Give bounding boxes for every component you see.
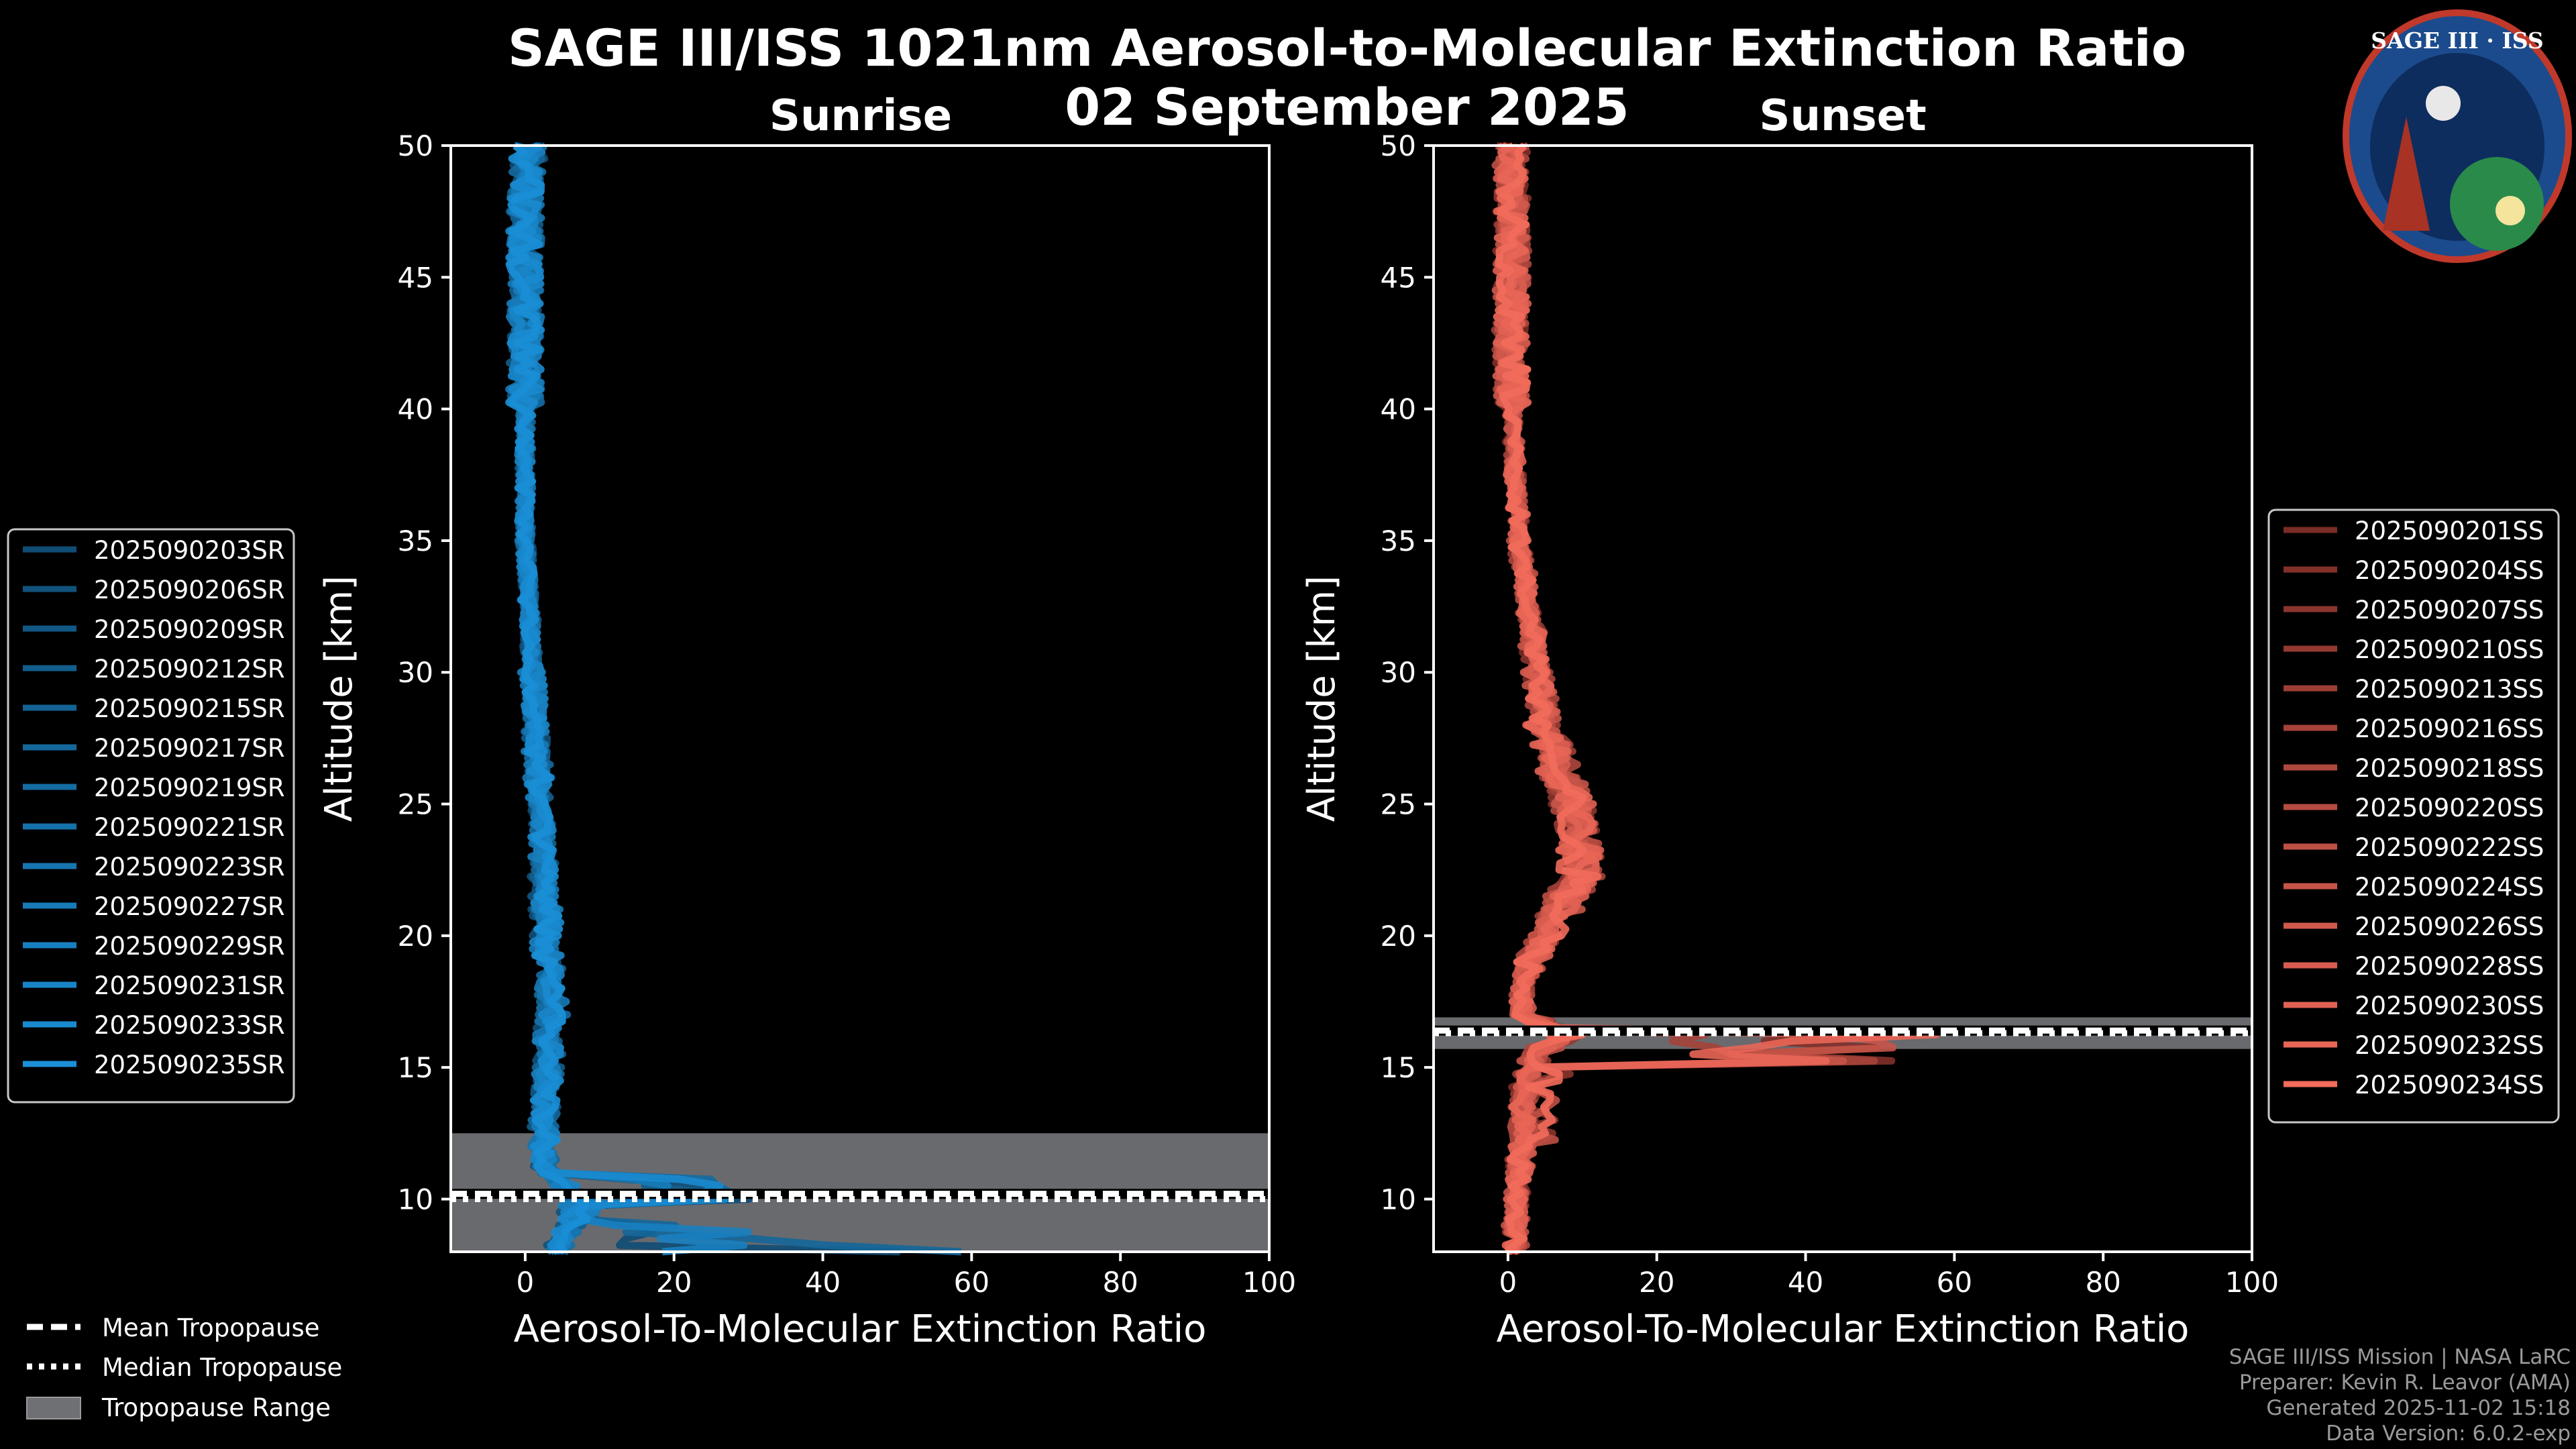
x-axis-label: Aerosol-To-Molecular Extinction Ratio [1497, 1307, 2190, 1351]
y-tick-label: 20 [1381, 920, 1416, 953]
badge-title: SAGE III · ISS [2371, 28, 2543, 54]
profile-line-2025090203SR [506, 144, 900, 1256]
legend-label-2025090227SR: 2025090227SR [94, 892, 285, 921]
legend-box [2267, 508, 2560, 1124]
legend-label-2025090221SR: 2025090221SR [94, 813, 285, 842]
y-tick-label: 50 [398, 129, 433, 162]
legend-label-2025090207SS: 2025090207SS [2355, 596, 2544, 625]
y-tick-label: 20 [398, 920, 433, 953]
legend-label-2025090210SS: 2025090210SS [2355, 635, 2544, 664]
badge-sun-icon [2496, 196, 2525, 225]
y-tick-label: 40 [1381, 393, 1416, 426]
axes-frame [449, 144, 1271, 1253]
median-tropopause-label: Median Tropopause [102, 1353, 342, 1382]
legend-label-2025090218SS: 2025090218SS [2355, 754, 2544, 783]
legend-label-2025090224SS: 2025090224SS [2355, 873, 2544, 902]
profile-line-2025090234SS [1495, 143, 1602, 1255]
sunrise-legend: 2025090203SR 2025090206SR 2025090209SR 2025… [7, 528, 295, 1104]
legend-label-2025090226SS: 2025090226SS [2355, 912, 2544, 941]
x-axis-label: Aerosol-To-Molecular Extinction Ratio [514, 1307, 1207, 1351]
y-tick-label: 10 [398, 1183, 433, 1216]
credit-line: Data Version: 6.0.2-exp [2326, 1421, 2571, 1446]
sunrise-title: Sunrise [769, 91, 952, 141]
tropopause-range-swatch [26, 1397, 81, 1419]
y-tick-label: 30 [1381, 656, 1416, 689]
x-tick-label: 80 [2085, 1266, 2121, 1299]
x-tick-label: 20 [656, 1266, 692, 1299]
axes-frame [1432, 144, 2253, 1253]
legend-label-2025090216SS: 2025090216SS [2355, 714, 2544, 743]
x-tick-label: 100 [1242, 1266, 1296, 1299]
legend-label-2025090203SR: 2025090203SR [94, 536, 285, 565]
y-tick-label: 15 [1381, 1051, 1416, 1084]
x-tick-label: 100 [2225, 1266, 2279, 1299]
legend-label-2025090217SR: 2025090217SR [94, 734, 285, 763]
y-tick-label: 35 [398, 525, 433, 557]
y-tick-label: 25 [1381, 788, 1416, 821]
legend-label-2025090213SS: 2025090213SS [2355, 675, 2544, 704]
credit-line: SAGE III/ISS Mission | NASA LaRC [2229, 1345, 2571, 1369]
legend-label-2025090232SS: 2025090232SS [2355, 1031, 2544, 1060]
legend-label-2025090230SS: 2025090230SS [2355, 991, 2544, 1020]
legend-label-2025090223SR: 2025090223SR [94, 853, 285, 881]
y-tick-label: 30 [398, 656, 433, 689]
legend-label-2025090231SR: 2025090231SR [94, 971, 285, 1000]
tropopause-legend: Mean Tropopause Median Tropopause Tropop… [26, 1313, 342, 1422]
x-tick-label: 40 [1788, 1266, 1823, 1299]
y-tick-label: 50 [1381, 129, 1416, 162]
credit-line: Preparer: Kevin R. Leavor (AMA) [2239, 1371, 2571, 1395]
legend-label-2025090235SR: 2025090235SR [94, 1051, 285, 1079]
x-tick-label: 60 [954, 1266, 989, 1299]
y-tick-label: 40 [398, 393, 433, 426]
badge-moon-icon [2426, 86, 2461, 121]
sunset-legend: 2025090201SS 2025090204SS 2025090207SS 2025… [2267, 508, 2560, 1124]
profile-line-2025090235SR [505, 142, 591, 1254]
legend-box [7, 528, 295, 1104]
y-tick-label: 35 [1381, 525, 1416, 557]
sunrise-plot: 0 20 40 60 80 100 10 15 20 25 30 35 40 45 50 Aerosol-To… [317, 129, 1296, 1351]
legend-label-2025090212SR: 2025090212SR [94, 655, 285, 684]
sunset-title: Sunset [1759, 91, 1926, 141]
legend-label-2025090233SR: 2025090233SR [94, 1011, 285, 1040]
tropopause-range-label: Tropopause Range [101, 1393, 331, 1422]
y-tick-label: 45 [1381, 261, 1416, 294]
figure-title: SAGE III/ISS 1021nm Aerosol-to-Molecular… [508, 18, 2186, 78]
y-tick-label: 45 [398, 261, 433, 294]
y-tick-label: 15 [398, 1051, 433, 1084]
y-tick-label: 25 [398, 788, 433, 821]
y-axis-label: Altitude [km] [317, 576, 361, 822]
legend-label-2025090215SR: 2025090215SR [94, 694, 285, 723]
legend-label-2025090206SR: 2025090206SR [94, 576, 285, 604]
legend-label-2025090234SS: 2025090234SS [2355, 1071, 2544, 1099]
x-tick-label: 40 [805, 1266, 841, 1299]
x-tick-label: 0 [1499, 1266, 1517, 1299]
x-tick-label: 60 [1937, 1266, 1972, 1299]
profile-line-2025090232SS [1493, 142, 1940, 1255]
sage-mission-badge: SAGE III · ISS [2343, 9, 2572, 263]
legend-label-2025090229SR: 2025090229SR [94, 932, 285, 961]
legend-label-2025090222SS: 2025090222SS [2355, 833, 2544, 862]
y-tick-label: 10 [1381, 1183, 1416, 1216]
mean-tropopause-label: Mean Tropopause [102, 1313, 320, 1342]
credits: SAGE III/ISS Mission | NASA LaRC Prepare… [2229, 1344, 2571, 1446]
x-tick-label: 20 [1639, 1266, 1674, 1299]
legend-label-2025090209SR: 2025090209SR [94, 615, 285, 644]
badge-wizard-icon [2383, 117, 2430, 231]
x-tick-label: 80 [1102, 1266, 1138, 1299]
y-axis-label: Altitude [km] [1300, 576, 1344, 822]
legend-label-2025090220SS: 2025090220SS [2355, 794, 2544, 822]
legend-label-2025090201SS: 2025090201SS [2355, 517, 2544, 545]
credit-line: Generated 2025-11-02 15:18 [2266, 1396, 2571, 1420]
profile-line-2025090217SR [506, 145, 962, 1256]
figure-date: 02 September 2025 [1065, 77, 1629, 137]
badge-earth-icon [2450, 157, 2544, 251]
sunset-plot: 0 20 40 60 80 100 10 15 20 25 30 35 40 45 50 Aerosol-To… [1300, 129, 2279, 1351]
legend-label-2025090204SS: 2025090204SS [2355, 556, 2544, 585]
legend-label-2025090228SS: 2025090228SS [2355, 952, 2544, 981]
legend-label-2025090219SR: 2025090219SR [94, 773, 285, 802]
x-tick-label: 0 [517, 1266, 535, 1299]
